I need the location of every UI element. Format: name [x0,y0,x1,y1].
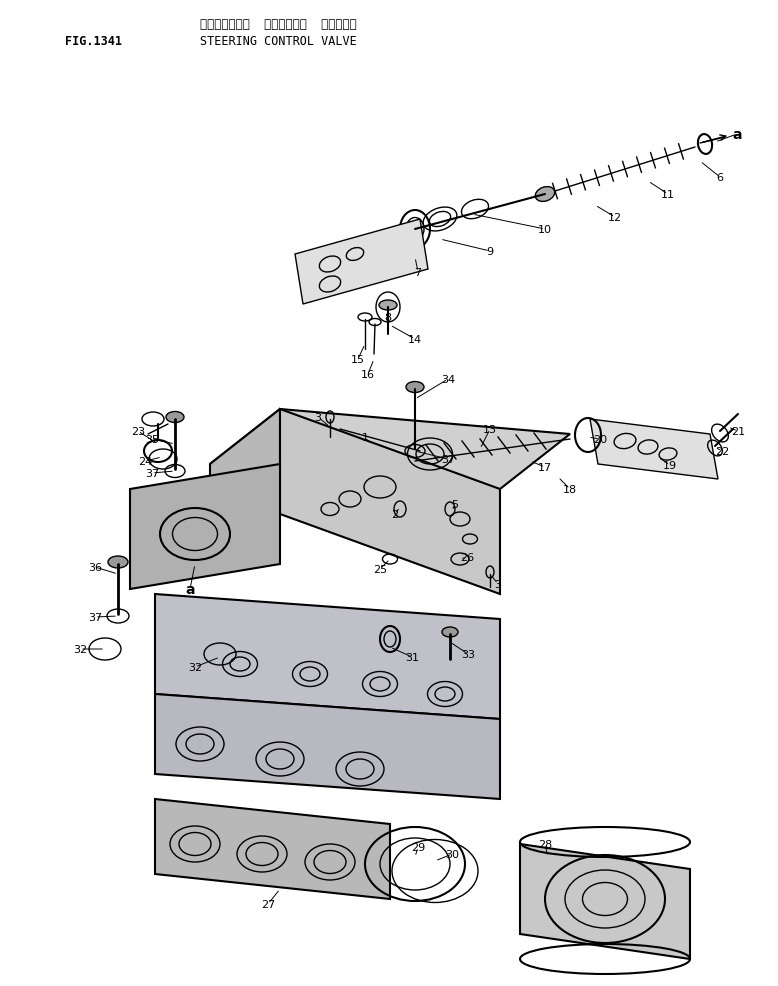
Ellipse shape [108,556,128,568]
Text: 32: 32 [73,644,87,655]
Text: ステアリング゚  コントロール  パルプ: ステアリング゚ コントロール パルプ [200,18,357,31]
Text: 17: 17 [538,462,552,472]
Text: 34: 34 [441,375,455,385]
Text: 27: 27 [261,899,275,909]
Text: 21: 21 [731,427,745,437]
Ellipse shape [379,301,397,311]
Ellipse shape [535,187,555,202]
Polygon shape [210,409,570,489]
Text: 26: 26 [460,552,474,562]
Text: 3: 3 [495,580,502,590]
Text: 24: 24 [138,457,152,466]
Text: 23: 23 [131,427,145,437]
Polygon shape [155,595,500,719]
Text: 13: 13 [483,425,497,435]
Polygon shape [210,409,280,564]
Polygon shape [280,409,500,595]
Polygon shape [130,464,280,590]
Text: 36: 36 [88,562,102,573]
Ellipse shape [406,383,424,393]
Text: 14: 14 [408,334,422,345]
Text: 25: 25 [373,564,387,575]
Text: 37: 37 [145,468,159,478]
Text: 10: 10 [538,225,552,235]
Polygon shape [155,800,390,899]
Text: 28: 28 [538,839,552,849]
Ellipse shape [166,412,184,423]
Text: 29: 29 [411,842,425,852]
Text: 12: 12 [608,213,622,223]
Text: 37: 37 [88,612,102,622]
Polygon shape [590,420,718,479]
Text: 2: 2 [391,510,398,520]
Text: 7: 7 [415,268,422,278]
Polygon shape [155,694,500,800]
Text: 16: 16 [361,370,375,380]
Polygon shape [295,220,428,305]
Text: 33: 33 [461,650,475,660]
Text: 31: 31 [405,653,419,663]
Text: 22: 22 [715,447,729,457]
Text: 18: 18 [563,484,577,495]
Text: 3: 3 [314,412,321,423]
Text: a: a [732,128,741,142]
Text: STEERING CONTROL VALVE: STEERING CONTROL VALVE [200,35,357,48]
Text: FIG.1341: FIG.1341 [65,35,122,48]
Text: 5: 5 [451,500,458,510]
Text: 35: 35 [145,435,159,445]
Text: 20: 20 [593,435,607,445]
Text: 15: 15 [351,355,365,365]
Text: a: a [185,583,194,597]
Text: 6: 6 [717,173,724,182]
Text: 32: 32 [188,663,202,672]
Text: 30: 30 [445,849,459,859]
Text: 37: 37 [441,455,455,464]
Text: 9: 9 [486,246,493,256]
Ellipse shape [442,627,458,637]
Polygon shape [520,844,690,959]
Text: 11: 11 [661,190,675,200]
Text: 1: 1 [362,433,369,443]
Text: 8: 8 [384,313,391,322]
Text: 19: 19 [663,460,677,470]
